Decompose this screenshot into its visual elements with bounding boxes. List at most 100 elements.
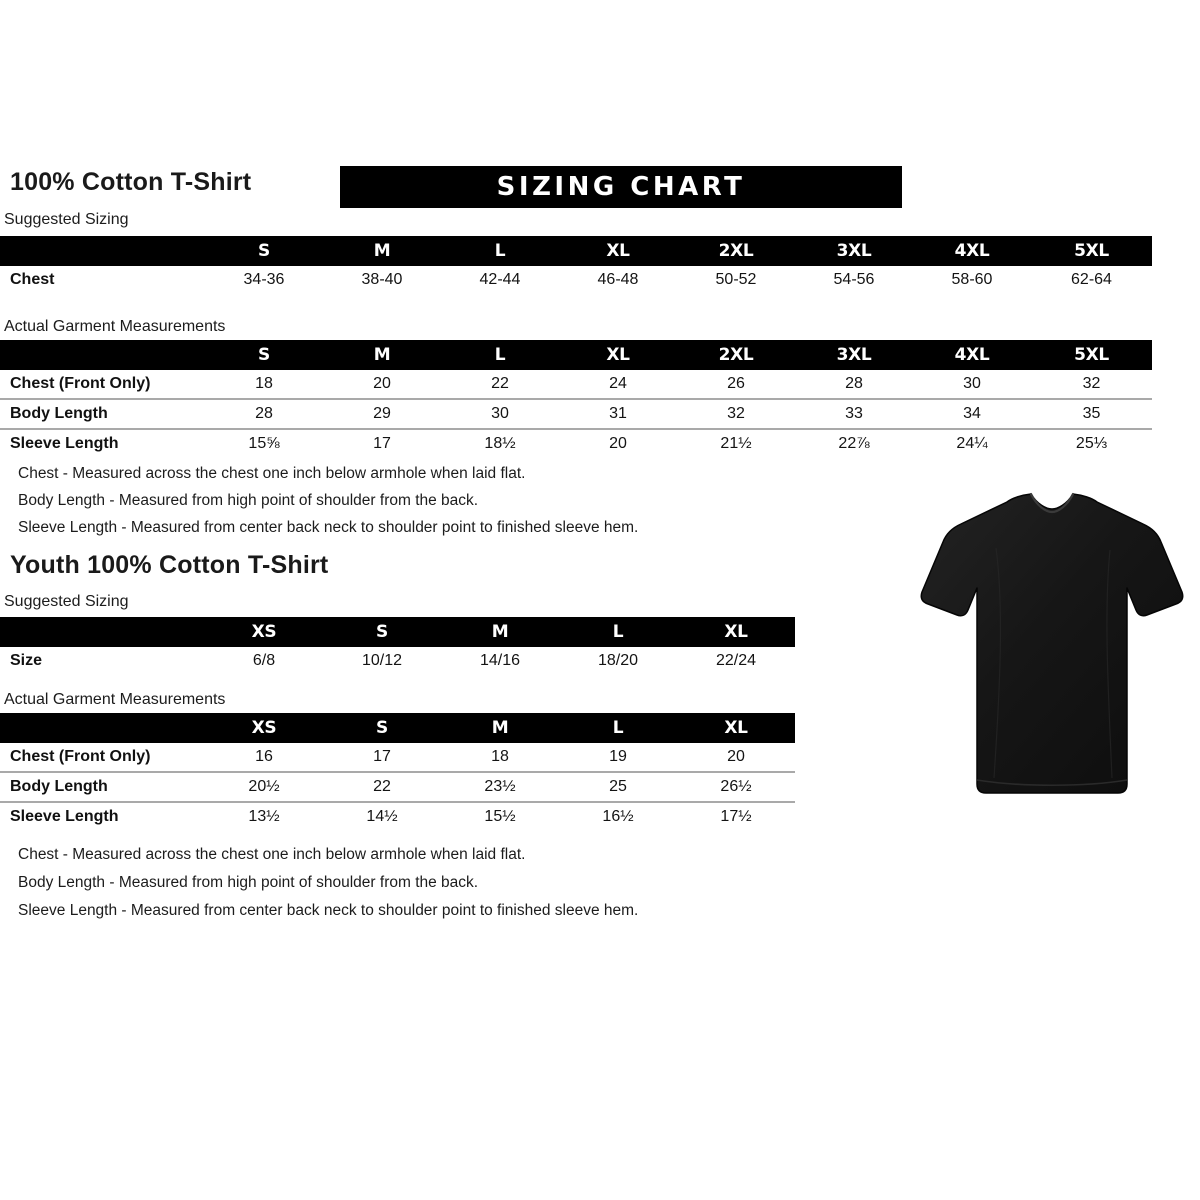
table-row: Sleeve Length 13½ 14½ 15½ 16½ 17½: [0, 801, 795, 831]
table-corner-cell: [0, 236, 205, 266]
product-image-tshirt: [900, 488, 1200, 808]
cell: 20: [727, 748, 745, 765]
col-header-3xl: 3XL: [836, 241, 872, 261]
row-label: Sleeve Length: [0, 801, 205, 831]
sizing-chart-banner-label: SIZING CHART: [496, 172, 746, 202]
col-header-5xl: 5XL: [1074, 241, 1109, 261]
cell: 30: [441, 398, 559, 429]
row-label: Chest (Front Only): [10, 748, 151, 765]
table-row: Chest 34-36 38-40 42-44 46-48 50-52 54-5…: [0, 266, 1152, 294]
adult-suggested-sizing-label: Suggested Sizing: [4, 211, 129, 228]
cell: 32: [1082, 375, 1101, 392]
cell: 32: [677, 398, 795, 429]
cell: 30: [963, 375, 981, 392]
cell: 17½: [677, 801, 795, 831]
youth-measurements-label: Actual Garment Measurements: [4, 691, 226, 708]
cell: 18: [255, 375, 273, 392]
cell: 24¼: [913, 428, 1031, 458]
table-row: Body Length 20½ 22 23½ 25 26½: [0, 771, 795, 802]
table-corner-cell: [0, 713, 205, 743]
adult-note-chest: Chest - Measured across the chest one in…: [18, 465, 526, 482]
adult-note-body-length: Body Length - Measured from high point o…: [18, 492, 479, 509]
row-label: Body Length: [0, 771, 205, 802]
cell: 10/12: [361, 652, 403, 669]
cell: 62-64: [1071, 271, 1112, 288]
col-header-s: S: [376, 718, 388, 738]
table-row: Body Length 28 29 30 31 32 33 34 35: [0, 398, 1152, 429]
cell: 50-52: [715, 271, 757, 288]
row-label: Chest: [10, 271, 55, 288]
adult-measurements-label: Actual Garment Measurements: [4, 318, 226, 335]
sizing-chart-banner: SIZING CHART: [340, 166, 902, 208]
cell: 22/24: [715, 652, 757, 669]
cell: 6/8: [252, 652, 276, 669]
cell: 26½: [677, 771, 795, 802]
adult-suggested-sizing-table: S M L XL 2XL 3XL 4XL 5XL Chest 34-36 38-…: [0, 236, 1152, 294]
cell: 33: [795, 398, 913, 429]
youth-suggested-sizing-table: XS S M L XL Size 6/8 10/12 14/16 18/20 2…: [0, 617, 795, 675]
cell: 58-60: [951, 271, 993, 288]
cell: 25⅓: [1031, 428, 1152, 458]
col-header-xl: XL: [724, 718, 748, 738]
cell: 14/16: [479, 652, 521, 669]
col-header-l: L: [494, 345, 506, 365]
row-label: Body Length: [0, 398, 205, 429]
cell: 28: [205, 398, 323, 429]
col-header-3xl: 3XL: [836, 345, 872, 365]
col-header-l: L: [612, 622, 624, 642]
youth-note-chest: Chest - Measured across the chest one in…: [18, 846, 526, 863]
adult-section-title: 100% Cotton T-Shirt: [10, 168, 252, 196]
col-header-l: L: [612, 718, 624, 738]
cell: 18/20: [597, 652, 639, 669]
cell: 20: [559, 428, 677, 458]
cell: 19: [609, 748, 627, 765]
col-header-l: L: [494, 241, 506, 261]
col-header-4xl: 4XL: [954, 345, 990, 365]
col-header-s: S: [376, 622, 388, 642]
cell: 17: [323, 428, 441, 458]
adult-note-sleeve-length: Sleeve Length - Measured from center bac…: [18, 519, 639, 536]
cell: 15½: [441, 801, 559, 831]
cell: 22⅞: [795, 428, 913, 458]
cell: 23½: [441, 771, 559, 802]
adult-measurements-table: S M L XL 2XL 3XL 4XL 5XL Chest (Front On…: [0, 340, 1152, 458]
cell: 16½: [559, 801, 677, 831]
table-row: Chest (Front Only) 18 20 22 24 26 28 30 …: [0, 370, 1152, 399]
table-corner-cell: [0, 340, 205, 370]
cell: 14½: [323, 801, 441, 831]
col-header-m: M: [373, 241, 391, 261]
youth-section-title: Youth 100% Cotton T-Shirt: [10, 551, 329, 579]
cell: 26: [727, 375, 745, 392]
col-header-s: S: [258, 345, 270, 365]
youth-note-body-length: Body Length - Measured from high point o…: [18, 874, 479, 891]
table-header-row: XS S M L XL: [0, 617, 795, 647]
col-header-xs: XS: [251, 718, 277, 738]
row-label: Size: [10, 652, 43, 669]
cell: 13½: [205, 801, 323, 831]
youth-suggested-sizing-label: Suggested Sizing: [4, 593, 129, 610]
cell: 24: [609, 375, 627, 392]
col-header-xs: XS: [251, 622, 277, 642]
cell: 42-44: [479, 271, 521, 288]
cell: 15⅝: [205, 428, 323, 458]
cell: 54-56: [833, 271, 875, 288]
table-header-row: S M L XL 2XL 3XL 4XL 5XL: [0, 236, 1152, 266]
cell: 20½: [205, 771, 323, 802]
cell: 29: [323, 398, 441, 429]
table-header-row: S M L XL 2XL 3XL 4XL 5XL: [0, 340, 1152, 370]
cell: 34: [913, 398, 1031, 429]
cell: 25: [559, 771, 677, 802]
col-header-xl: XL: [724, 622, 748, 642]
cell: 28: [845, 375, 863, 392]
table-row: Chest (Front Only) 16 17 18 19 20: [0, 743, 795, 772]
cell: 46-48: [597, 271, 639, 288]
cell: 22: [491, 375, 509, 392]
cell: 18½: [441, 428, 559, 458]
col-header-m: M: [491, 718, 509, 738]
table-row: Sleeve Length 15⅝ 17 18½ 20 21½ 22⅞ 24¼ …: [0, 428, 1152, 458]
cell: 18: [491, 748, 509, 765]
col-header-xl: XL: [606, 345, 630, 365]
col-header-m: M: [373, 345, 391, 365]
youth-measurements-table: XS S M L XL Chest (Front Only) 16 17 18 …: [0, 713, 795, 831]
